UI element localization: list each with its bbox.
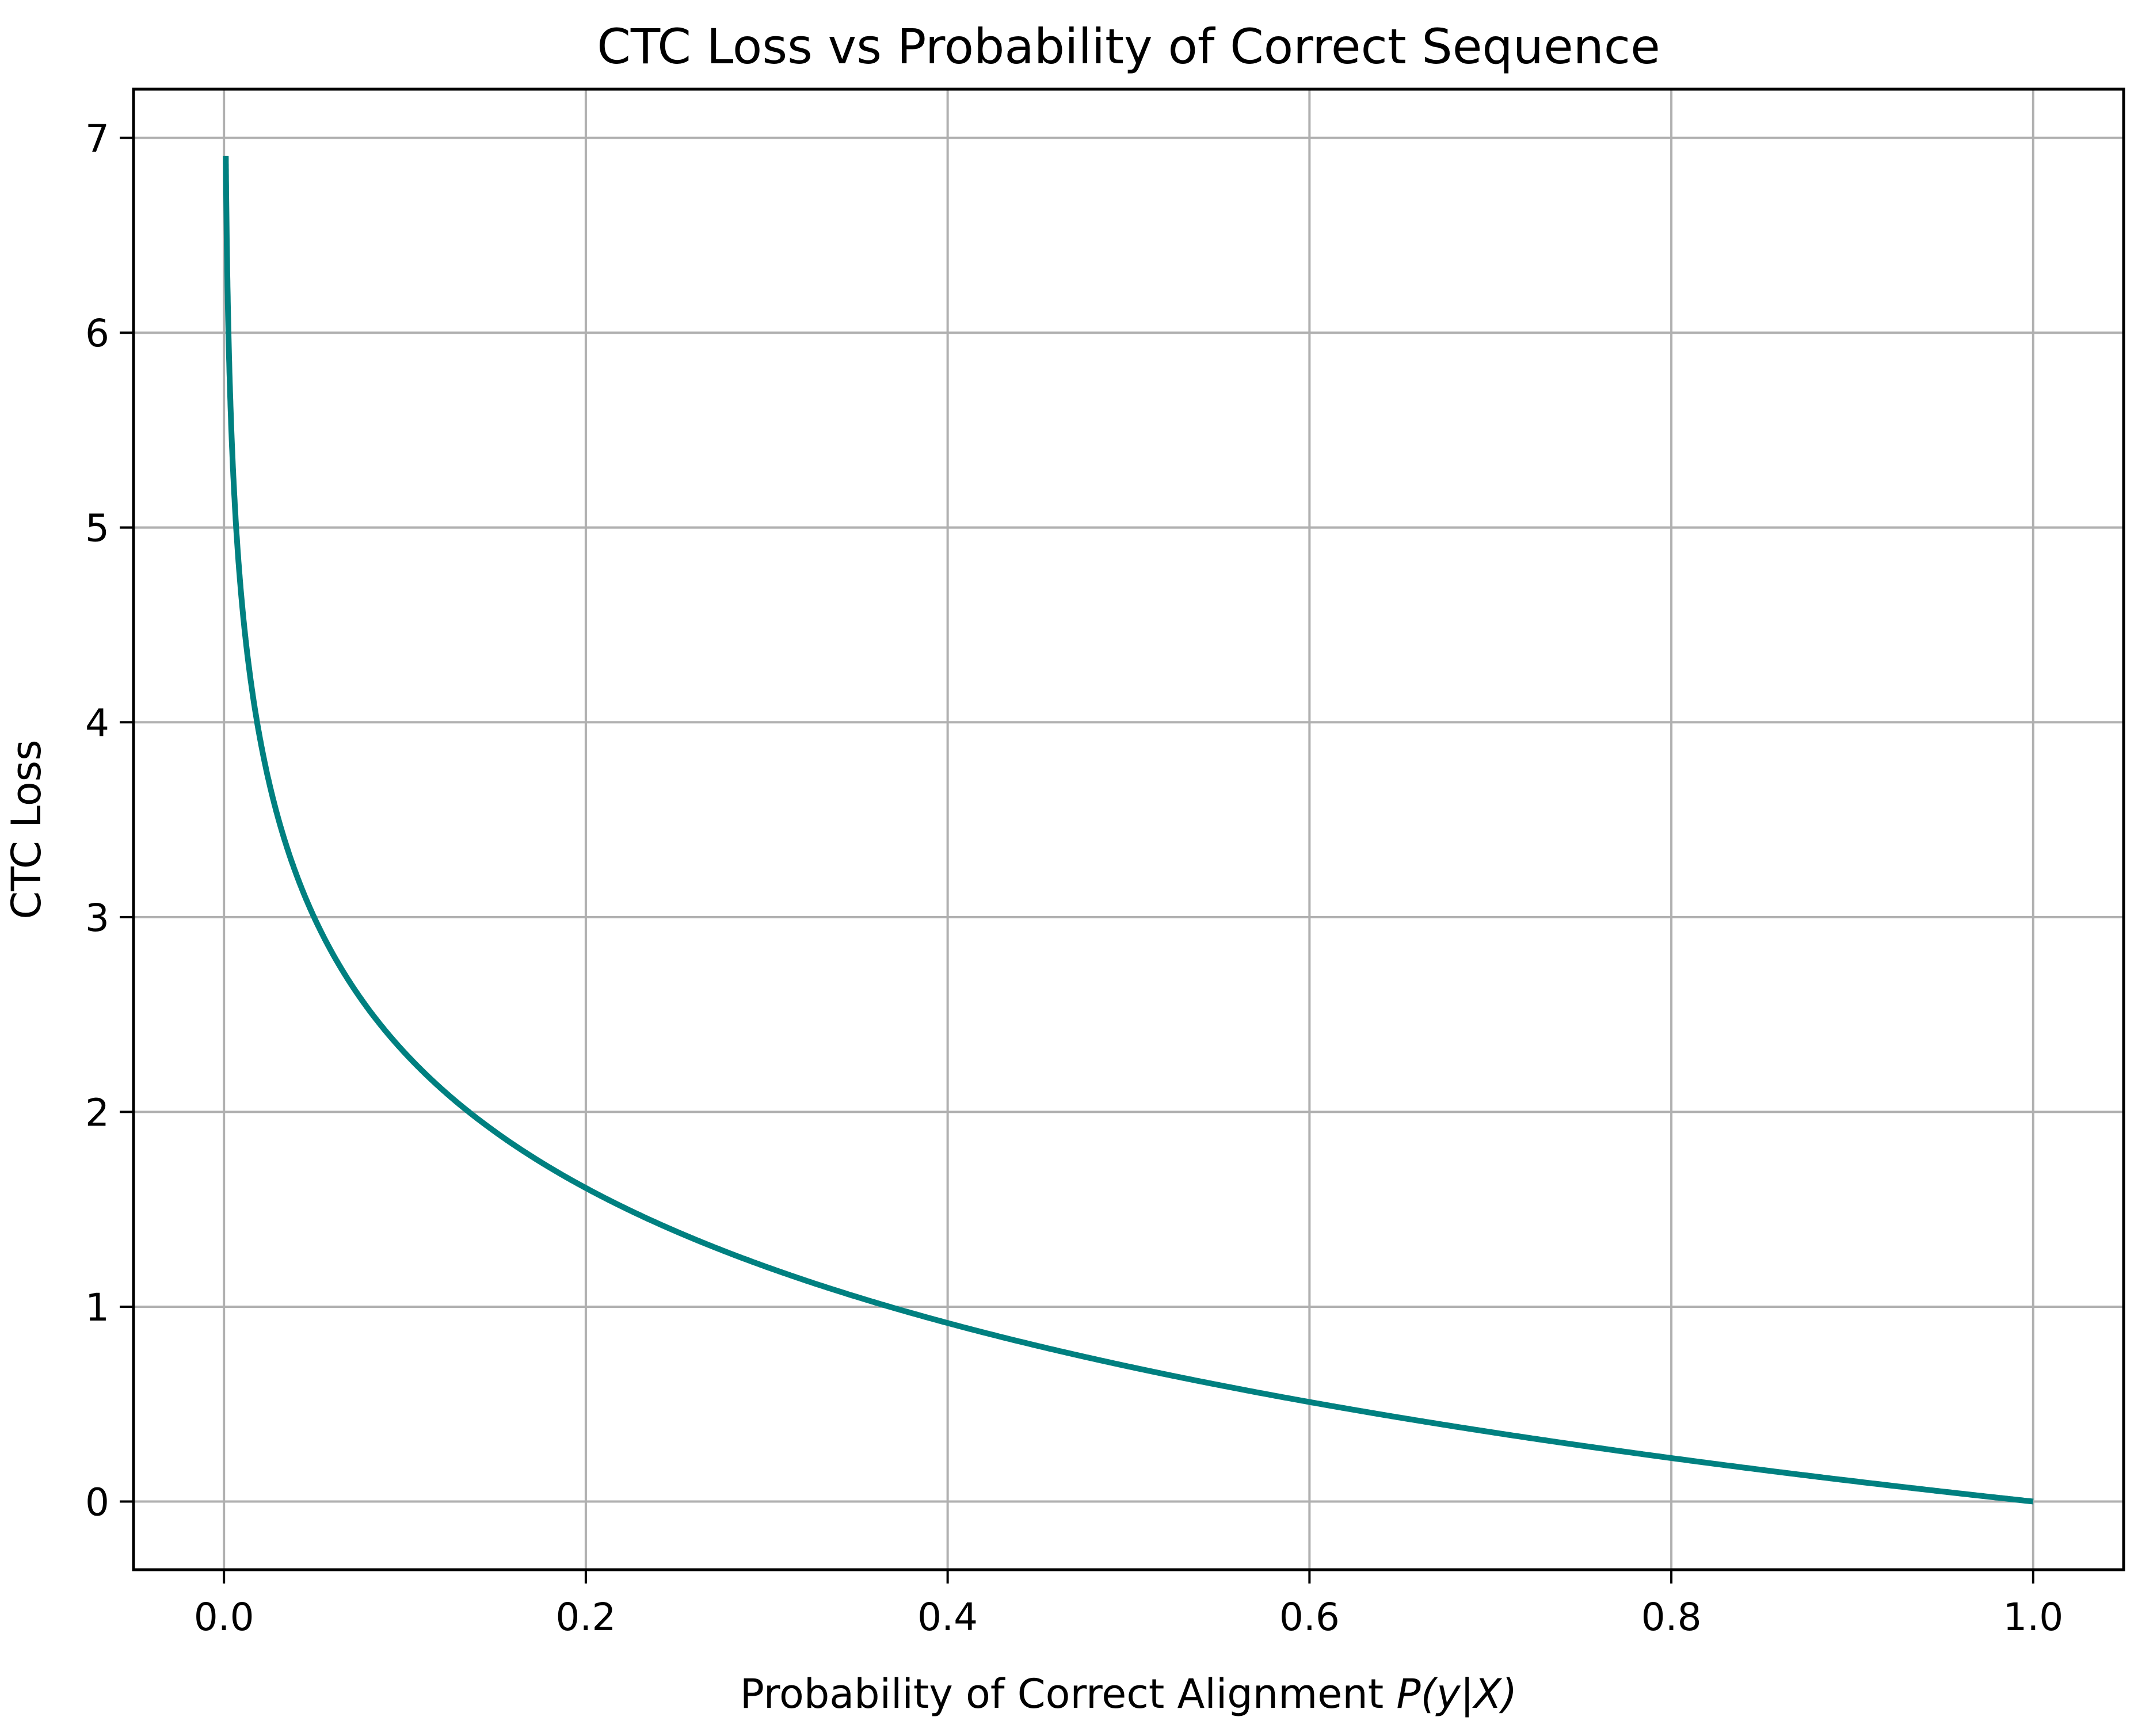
y-tick-label: 3 [85, 896, 109, 940]
x-tick-label: 0.0 [194, 1595, 254, 1639]
plot-frame [132, 87, 2125, 1571]
x-axis-label-text: Probability of Correct Alignment [740, 1670, 1397, 1718]
y-tick-label: 0 [85, 1481, 109, 1525]
x-axis-label: Probability of Correct Alignment P(y|X) [740, 1670, 1517, 1718]
y-tick-label: 6 [85, 311, 109, 356]
x-tick-label: 0.4 [917, 1595, 978, 1639]
y-tick-label: 2 [85, 1090, 109, 1135]
chart-title: CTC Loss vs Probability of Correct Seque… [597, 18, 1660, 75]
x-tick-label: 0.6 [1279, 1595, 1340, 1639]
x-axis-label-math: P(y|X) [1396, 1670, 1517, 1718]
series-line [223, 153, 2035, 1505]
y-tick-label: 1 [85, 1285, 109, 1330]
series [223, 153, 2035, 1505]
x-tick-label: 0.2 [555, 1595, 616, 1639]
grid [134, 89, 2124, 1570]
y-tick-label: 4 [85, 701, 109, 745]
ticks: 0.0 0.2 0.4 0.6 0.8 1.0 0 1 2 3 4 5 6 7 [85, 117, 2063, 1639]
x-tick-label: 0.8 [1641, 1595, 1702, 1639]
y-tick-label: 7 [85, 117, 109, 161]
x-tick-label: 1.0 [2003, 1595, 2063, 1639]
y-axis-label: CTC Loss [3, 739, 50, 919]
y-tick-label: 5 [85, 506, 109, 551]
